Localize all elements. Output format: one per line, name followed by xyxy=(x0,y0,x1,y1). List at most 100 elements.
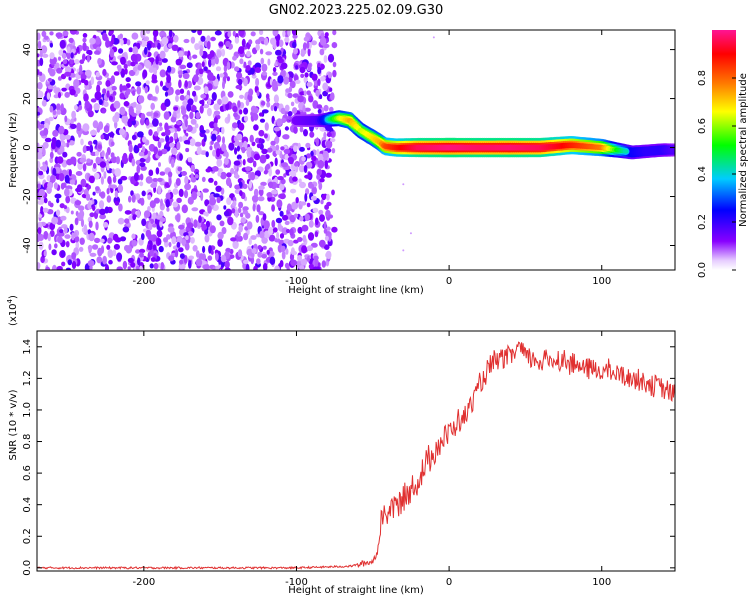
noise-speckle-dot xyxy=(215,66,222,72)
noise-speckle-dot xyxy=(64,91,70,98)
noise-speckle-dot xyxy=(178,263,186,270)
noise-speckle-dot xyxy=(241,38,246,48)
noise-speckle-dot xyxy=(184,51,188,56)
noise-speckle-dot xyxy=(125,245,133,254)
spectrogram-xtick-label: 0 xyxy=(446,276,452,287)
noise-speckle-dot xyxy=(122,226,130,233)
noise-speckle-dot xyxy=(315,217,319,226)
noise-speckle-dot xyxy=(83,93,89,102)
noise-speckle-dot xyxy=(39,71,43,76)
noise-speckle-dot xyxy=(262,245,267,250)
noise-speckle-dot xyxy=(136,42,141,49)
noise-speckle-dot xyxy=(150,257,156,262)
noise-speckle-dot xyxy=(105,152,109,160)
noise-speckle-dot xyxy=(93,172,100,180)
noise-speckle-dot xyxy=(147,194,152,200)
noise-speckle-dot xyxy=(277,176,284,181)
noise-speckle-dot xyxy=(136,265,140,270)
noise-speckle-dot xyxy=(308,220,314,228)
noise-speckle-dot xyxy=(74,59,80,65)
noise-speckle-dot xyxy=(43,35,49,40)
noise-speckle-dot xyxy=(106,90,110,98)
noise-speckle-dot xyxy=(289,253,295,261)
noise-speckle-dot xyxy=(213,122,218,128)
noise-speckle-dot xyxy=(281,250,286,260)
noise-speckle-dot xyxy=(60,103,64,111)
noise-speckle-dot xyxy=(69,30,77,35)
noise-speckle-dot xyxy=(317,108,322,114)
noise-speckle-dot xyxy=(193,85,201,91)
noise-speckle-dot xyxy=(51,249,57,256)
noise-speckle-dot xyxy=(156,229,163,238)
noise-speckle-dot xyxy=(167,171,173,178)
noise-speckle-dot xyxy=(88,175,95,184)
noise-speckle-dot xyxy=(275,217,283,224)
noise-speckle-dot xyxy=(140,113,146,121)
noise-speckle-dot xyxy=(251,74,257,79)
noise-speckle-dot xyxy=(49,42,54,48)
noise-speckle-dot xyxy=(231,202,237,207)
noise-speckle-dot xyxy=(112,91,117,96)
noise-speckle-dot xyxy=(264,122,269,131)
noise-speckle-dot xyxy=(92,244,99,250)
noise-speckle-dot xyxy=(253,265,258,270)
noise-speckle-dot xyxy=(73,104,78,111)
noise-speckle-dot xyxy=(64,115,68,123)
noise-speckle-dot xyxy=(61,52,67,59)
snr-xtick-label: 100 xyxy=(592,577,611,588)
noise-speckle-dot xyxy=(170,116,177,123)
noise-speckle-dot xyxy=(243,77,248,87)
snr-line xyxy=(37,341,675,570)
noise-speckle-dot xyxy=(131,239,138,247)
noise-speckle-dot xyxy=(160,262,165,270)
noise-speckle-dot xyxy=(113,243,120,250)
noise-speckle-dot xyxy=(259,48,264,55)
noise-speckle-dot xyxy=(285,248,289,255)
noise-speckle-dot xyxy=(274,237,281,243)
noise-speckle-dot xyxy=(117,178,123,185)
noise-speckle-dot xyxy=(111,61,118,66)
noise-speckle-dot xyxy=(237,249,243,258)
noise-speckle-dot xyxy=(208,58,212,68)
noise-speckle-dot xyxy=(52,110,57,116)
noise-speckle-dot xyxy=(271,219,276,228)
noise-speckle-dot xyxy=(238,30,245,37)
noise-speckle-dot xyxy=(255,258,261,265)
noise-speckle-dot xyxy=(102,255,107,265)
noise-speckle-dot xyxy=(248,39,253,45)
noise-speckle-dot xyxy=(318,209,324,215)
noise-speckle-dot xyxy=(155,85,160,95)
noise-speckle-dot xyxy=(232,55,237,61)
noise-speckle-dot xyxy=(40,45,48,54)
noise-speckle-dot xyxy=(153,131,159,137)
noise-speckle-dot xyxy=(117,217,125,225)
noise-speckle-dot xyxy=(55,32,63,38)
spectrogram-ytick-label: -20 xyxy=(22,188,33,204)
noise-speckle-dot xyxy=(318,239,326,248)
noise-speckle-dot xyxy=(216,214,222,221)
noise-speckle-dot xyxy=(116,266,123,270)
noise-speckle-dot xyxy=(310,195,317,201)
noise-speckle-dot xyxy=(209,225,216,234)
noise-speckle-dot xyxy=(205,168,212,173)
noise-speckle-dot xyxy=(37,90,44,99)
noise-speckle-dot xyxy=(242,159,246,166)
noise-speckle-dot xyxy=(243,115,249,122)
snr-scale-label: (x104) xyxy=(6,295,19,326)
noise-speckle-dot xyxy=(247,157,254,164)
spectrogram-xtick-label: 100 xyxy=(592,276,611,287)
noise-speckle-dot xyxy=(246,50,251,58)
noise-speckle-dot xyxy=(178,247,184,253)
noise-speckle-dot xyxy=(89,144,94,153)
noise-speckle-dot xyxy=(305,161,313,169)
noise-speckle-dot xyxy=(150,96,157,101)
noise-speckle-dot xyxy=(318,153,324,161)
noise-speckle-dot xyxy=(201,99,205,107)
noise-speckle-dot xyxy=(175,178,181,186)
noise-speckle-dot xyxy=(37,32,41,41)
noise-speckle-dot xyxy=(152,30,159,37)
noise-speckle-dot xyxy=(131,134,137,141)
noise-speckle-dot xyxy=(145,80,150,86)
snr-ytick-label: 1.4 xyxy=(22,339,33,355)
noise-speckle-dot xyxy=(287,239,294,247)
